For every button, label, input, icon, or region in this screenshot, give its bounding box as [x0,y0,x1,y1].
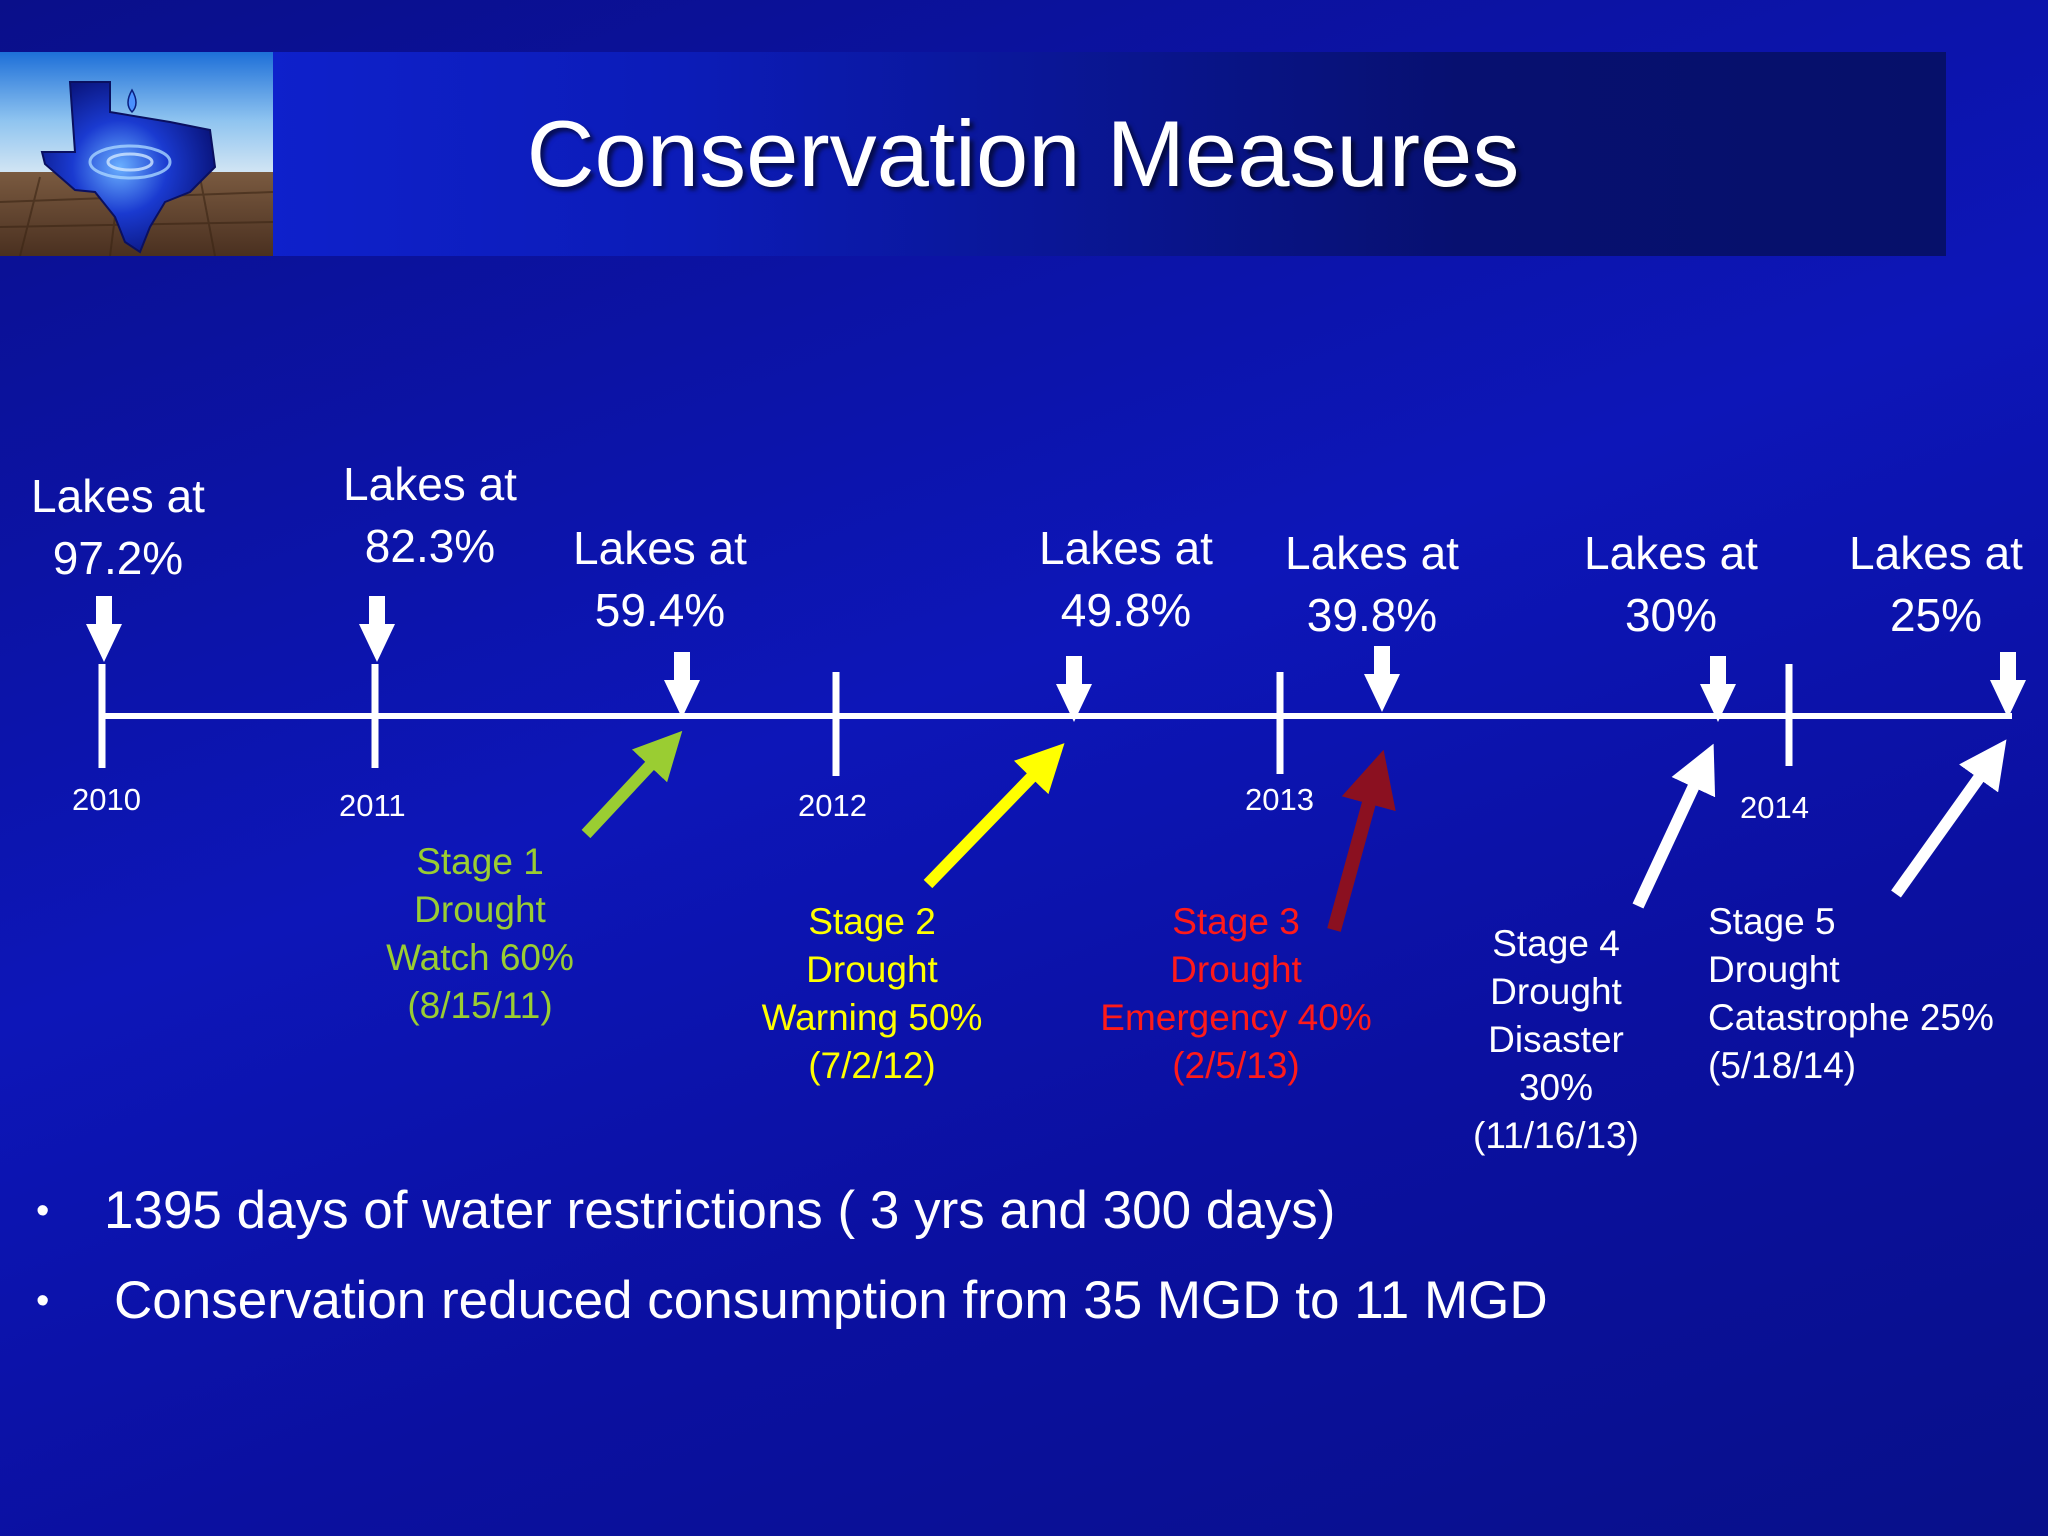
lake-arrow-2 [359,596,395,662]
bullet-text-1: 1395 days of water restrictions ( 3 yrs … [104,1181,1336,1240]
lake-arrow-6 [1700,656,1736,722]
stage-3-label: Stage 3 Drought Emergency 40% (2/5/13) [1100,901,1372,1086]
bullet-text-2: Conservation reduced consumption from 35… [114,1271,1548,1330]
year-label-2010: 2010 [72,782,141,817]
lake-level-label-7: Lakes at 25% [1849,527,2023,641]
stage-4-arrow [1632,743,1716,909]
year-label-2014: 2014 [1740,790,1809,825]
title-bar [0,52,1946,256]
texas-logo-image [0,52,273,256]
stage-5-arrow [1891,739,2007,898]
lake-arrow-3 [664,652,700,718]
lake-arrow-7 [1990,652,2026,718]
lake-arrow-4 [1056,656,1092,722]
lake-level-label-2: Lakes at 82.3% [343,458,517,572]
bullet-symbol: • [36,1280,50,1322]
bullet-item-2: • Conservation reduced consumption from … [36,1270,1936,1360]
stage-4-label: Stage 4 Drought Disaster 30% (11/16/13) [1473,923,1639,1156]
bullet-symbol: • [36,1190,50,1232]
stage-3-arrow [1327,749,1396,932]
lake-level-label-4: Lakes at 49.8% [1039,522,1213,636]
bullet-item-1: • 1395 days of water restrictions ( 3 yr… [36,1180,1936,1270]
year-label-2012: 2012 [798,788,867,823]
stage-2-label: Stage 2 Drought Warning 50% (7/2/12) [761,901,983,1086]
lake-level-label-1: Lakes at 97.2% [31,470,205,584]
lake-level-label-3: Lakes at 59.4% [573,522,747,636]
bullet-list: • 1395 days of water restrictions ( 3 yr… [36,1180,1936,1360]
slide-title: Conservation Measures [526,101,1520,206]
stage-2-arrow [923,743,1065,889]
stage-1-label: Stage 1 Drought Watch 60% (8/15/11) [386,841,574,1026]
lake-level-label-5: Lakes at 39.8% [1285,527,1459,641]
lake-arrow-5 [1364,646,1400,712]
lake-arrow-1 [86,596,122,662]
year-label-2011: 2011 [339,788,406,823]
lake-level-label-6: Lakes at 30% [1584,527,1758,641]
stage-5-label: Stage 5 Drought Catastrophe 25% (5/18/14… [1708,901,1994,1086]
stage-1-arrow [581,730,683,839]
year-label-2013: 2013 [1245,782,1314,817]
